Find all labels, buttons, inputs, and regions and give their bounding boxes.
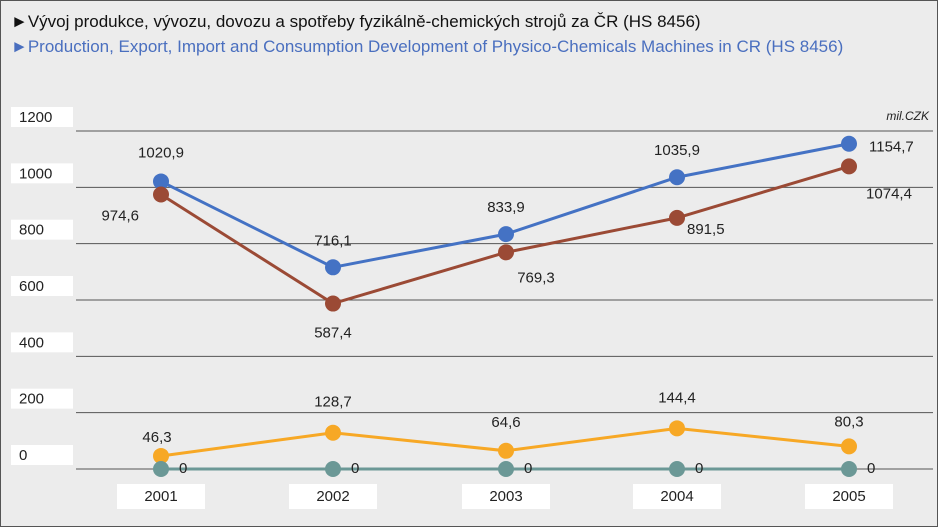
data-point [841, 158, 857, 175]
data-label: 1020,9 [138, 144, 184, 161]
x-tick-box [462, 484, 550, 509]
x-tick-label: 2002 [316, 488, 349, 505]
data-label: 1074,4 [866, 185, 912, 202]
x-tick-box [633, 484, 721, 509]
data-point [153, 461, 169, 477]
data-point [669, 209, 685, 226]
data-point [325, 295, 341, 312]
y-tick-label: 800 [19, 222, 44, 239]
data-label: 1154,7 [869, 139, 914, 156]
y-tick-box [11, 107, 73, 127]
data-label: 0 [524, 460, 532, 477]
data-point [325, 259, 341, 276]
data-label: 80,3 [834, 413, 863, 430]
x-tick-box [289, 484, 377, 509]
data-point [153, 447, 169, 464]
data-label: 974,6 [101, 207, 139, 224]
y-tick-box [11, 388, 73, 409]
data-label: 716,1 [314, 232, 352, 249]
data-point [498, 461, 514, 477]
y-tick-label: 1000 [19, 165, 52, 182]
unit-label: mil.CZK [886, 109, 930, 123]
y-tick-box [11, 276, 73, 296]
data-label: 0 [351, 460, 359, 477]
y-tick-label: 0 [19, 447, 27, 464]
data-point [153, 186, 169, 203]
y-tick-label: 600 [19, 278, 44, 295]
data-label: 0 [695, 460, 703, 477]
data-point [841, 461, 857, 477]
data-point [841, 438, 857, 455]
titles: ►Vývoj produkce, vývozu, dovozu a spotře… [11, 9, 891, 59]
data-label: 64,6 [491, 414, 520, 431]
data-label: 1035,9 [654, 142, 700, 159]
data-point [669, 420, 685, 437]
x-tick-label: 2003 [489, 488, 522, 505]
x-tick-label: 2004 [660, 488, 693, 505]
x-tick-label: 2001 [144, 488, 177, 505]
data-point [841, 135, 857, 152]
y-tick-box [11, 163, 73, 184]
data-point [669, 461, 685, 477]
data-point [498, 226, 514, 243]
data-label: 833,9 [487, 199, 525, 216]
data-label: 587,4 [314, 325, 352, 342]
data-point [153, 173, 169, 190]
data-label: 0 [867, 460, 875, 477]
data-label: 769,3 [517, 269, 555, 286]
y-tick-box [11, 219, 73, 240]
y-tick-label: 400 [19, 334, 44, 351]
x-tick-box [805, 484, 893, 509]
chart-subtitle: ►Production, Export, Import and Consumpt… [11, 37, 844, 56]
y-tick-box [11, 332, 73, 353]
data-label: 0 [179, 460, 187, 477]
y-tick-label: 1200 [19, 109, 52, 126]
chart-title: ►Vývoj produkce, vývozu, dovozu a spotře… [11, 12, 701, 31]
x-tick-box [117, 484, 205, 509]
data-point [325, 424, 341, 441]
data-label: 144,4 [658, 389, 696, 406]
data-point [498, 442, 514, 459]
data-label: 891,5 [687, 221, 725, 238]
x-tick-label: 2005 [832, 488, 865, 505]
data-point [669, 169, 685, 186]
y-tick-box [11, 445, 73, 465]
data-label: 128,7 [314, 394, 352, 411]
data-point [325, 461, 341, 477]
y-tick-label: 200 [19, 391, 44, 408]
data-label: 46,3 [142, 429, 171, 446]
data-point [498, 244, 514, 261]
